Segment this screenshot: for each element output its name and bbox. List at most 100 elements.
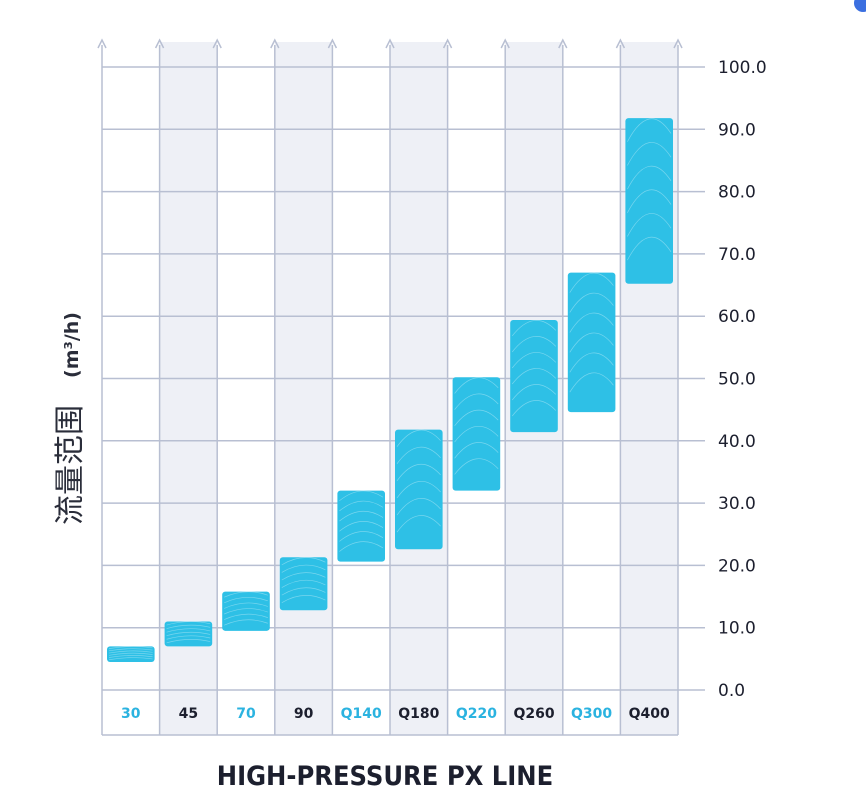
bar-texture-line <box>396 498 441 516</box>
range-bar <box>395 429 443 550</box>
bar-texture-line <box>454 426 499 443</box>
y-tick-labels: 0.0 10.0 20.0 30.0 40.0 50.0 60.0 70.0 80.0 90.0 1… <box>718 58 767 701</box>
bar-texture-line <box>108 650 153 654</box>
y-tick-label: 40.0 <box>718 432 756 452</box>
bar-texture-line <box>511 400 557 417</box>
arrowhead-icon <box>615 38 626 49</box>
bar-texture-line <box>339 541 384 552</box>
bar-texture-line <box>511 336 557 353</box>
range-bar <box>337 490 385 562</box>
y-tick-label: 70.0 <box>718 245 756 265</box>
x-category-label: Q300 <box>571 706 612 722</box>
x-category-label: 90 <box>294 706 314 722</box>
y-axis-title-unit: (m³/h) <box>61 312 83 378</box>
bar-texture-line <box>454 377 499 394</box>
x-category-label: Q260 <box>513 706 554 722</box>
y-tick-label: 80.0 <box>718 183 756 203</box>
bar-texture-line <box>569 332 614 353</box>
range-bar <box>222 591 270 631</box>
arrowhead-icon <box>212 38 222 49</box>
bar-texture-line <box>224 619 268 626</box>
y-tick-label: 10.0 <box>718 619 756 639</box>
bar-texture-line <box>396 481 441 499</box>
range-bar-q140 <box>337 490 385 562</box>
bar-texture-line <box>339 490 384 502</box>
range-bar-q300 <box>567 272 616 413</box>
bar-texture-line <box>569 352 614 373</box>
arrowhead-icon <box>97 38 107 49</box>
column-band <box>159 42 218 735</box>
arrowhead-icon <box>154 38 165 49</box>
bar-texture-line <box>166 621 211 626</box>
bar-texture-line <box>396 464 441 482</box>
bar-texture-line <box>454 458 499 475</box>
range-bar-70 <box>222 591 270 631</box>
range-bar-q260 <box>510 319 558 433</box>
x-category-label: Q400 <box>629 706 670 722</box>
bar-texture-line <box>281 564 326 573</box>
bar-texture-line <box>281 587 326 596</box>
bar-texture-line <box>108 657 153 661</box>
bar-texture-line <box>511 384 557 401</box>
bar-texture-line <box>166 624 211 629</box>
column-band <box>390 42 448 735</box>
x-category-label: 45 <box>179 706 198 722</box>
bar-texture-line <box>108 646 153 649</box>
bar-texture-line <box>627 142 672 166</box>
bar-texture-line <box>108 655 153 658</box>
arrowhead-icon <box>673 38 683 49</box>
bar-texture-line <box>108 652 153 656</box>
y-tick-label: 90.0 <box>718 120 756 140</box>
bar-texture-line <box>224 602 268 609</box>
bar-texture-line <box>224 608 268 615</box>
bar-texture-line <box>511 368 557 385</box>
bar-texture-line <box>454 393 499 410</box>
x-category-label: 30 <box>121 706 141 722</box>
x-category-label: 70 <box>236 706 256 722</box>
bar-texture-line <box>166 628 211 633</box>
bar-texture-line <box>454 442 499 459</box>
bar-texture-line <box>339 500 384 512</box>
bar-texture-line <box>454 409 499 427</box>
range-bar-q400 <box>625 118 673 284</box>
arrowhead-icon <box>558 38 568 49</box>
range-bar-30 <box>107 646 155 662</box>
x-category-label: Q220 <box>456 706 497 722</box>
arrowhead-icon <box>500 38 510 49</box>
range-bar <box>279 557 328 611</box>
column-band <box>274 42 333 735</box>
x-category-labels: 30 45 70 90 Q140 Q180 Q220 Q260 Q300 Q400 <box>121 706 670 722</box>
bar-texture-line <box>511 352 557 369</box>
bar-texture-line <box>396 429 441 447</box>
bar-texture-line <box>224 613 268 620</box>
x-axis-title: HIGH-PRESSURE PX LINE <box>217 761 554 792</box>
bar-texture-line <box>224 591 268 598</box>
bar-texture-line <box>224 597 268 604</box>
bar-texture-line <box>569 272 614 293</box>
y-tick-label: 100.0 <box>718 58 767 78</box>
bar-texture-line <box>627 118 672 142</box>
bar-texture-line <box>339 531 384 542</box>
corner-badge <box>854 0 866 12</box>
range-bar-q220 <box>452 377 501 491</box>
arrowhead-icon <box>385 38 395 49</box>
y-tick-label: 30.0 <box>718 494 756 514</box>
x-category-label: Q180 <box>398 706 439 722</box>
bar-texture-line <box>627 213 672 237</box>
bar-texture-line <box>627 189 672 213</box>
range-bar-90 <box>279 557 328 611</box>
bar-texture-line <box>281 557 326 566</box>
bar-texture-line <box>396 515 441 533</box>
range-bars <box>107 118 673 662</box>
range-bar <box>164 621 213 647</box>
bar-texture-line <box>108 648 153 652</box>
range-bar-45 <box>164 621 213 647</box>
bar-texture-line <box>339 521 384 532</box>
range-bar <box>510 319 558 433</box>
y-tick-label: 60.0 <box>718 307 756 327</box>
arrowhead-icon <box>442 38 453 49</box>
y-axis-title-main: 流量范围 <box>53 405 88 525</box>
x-category-label: Q140 <box>341 706 382 722</box>
y-axis-title: 流量范围 <box>53 405 88 525</box>
